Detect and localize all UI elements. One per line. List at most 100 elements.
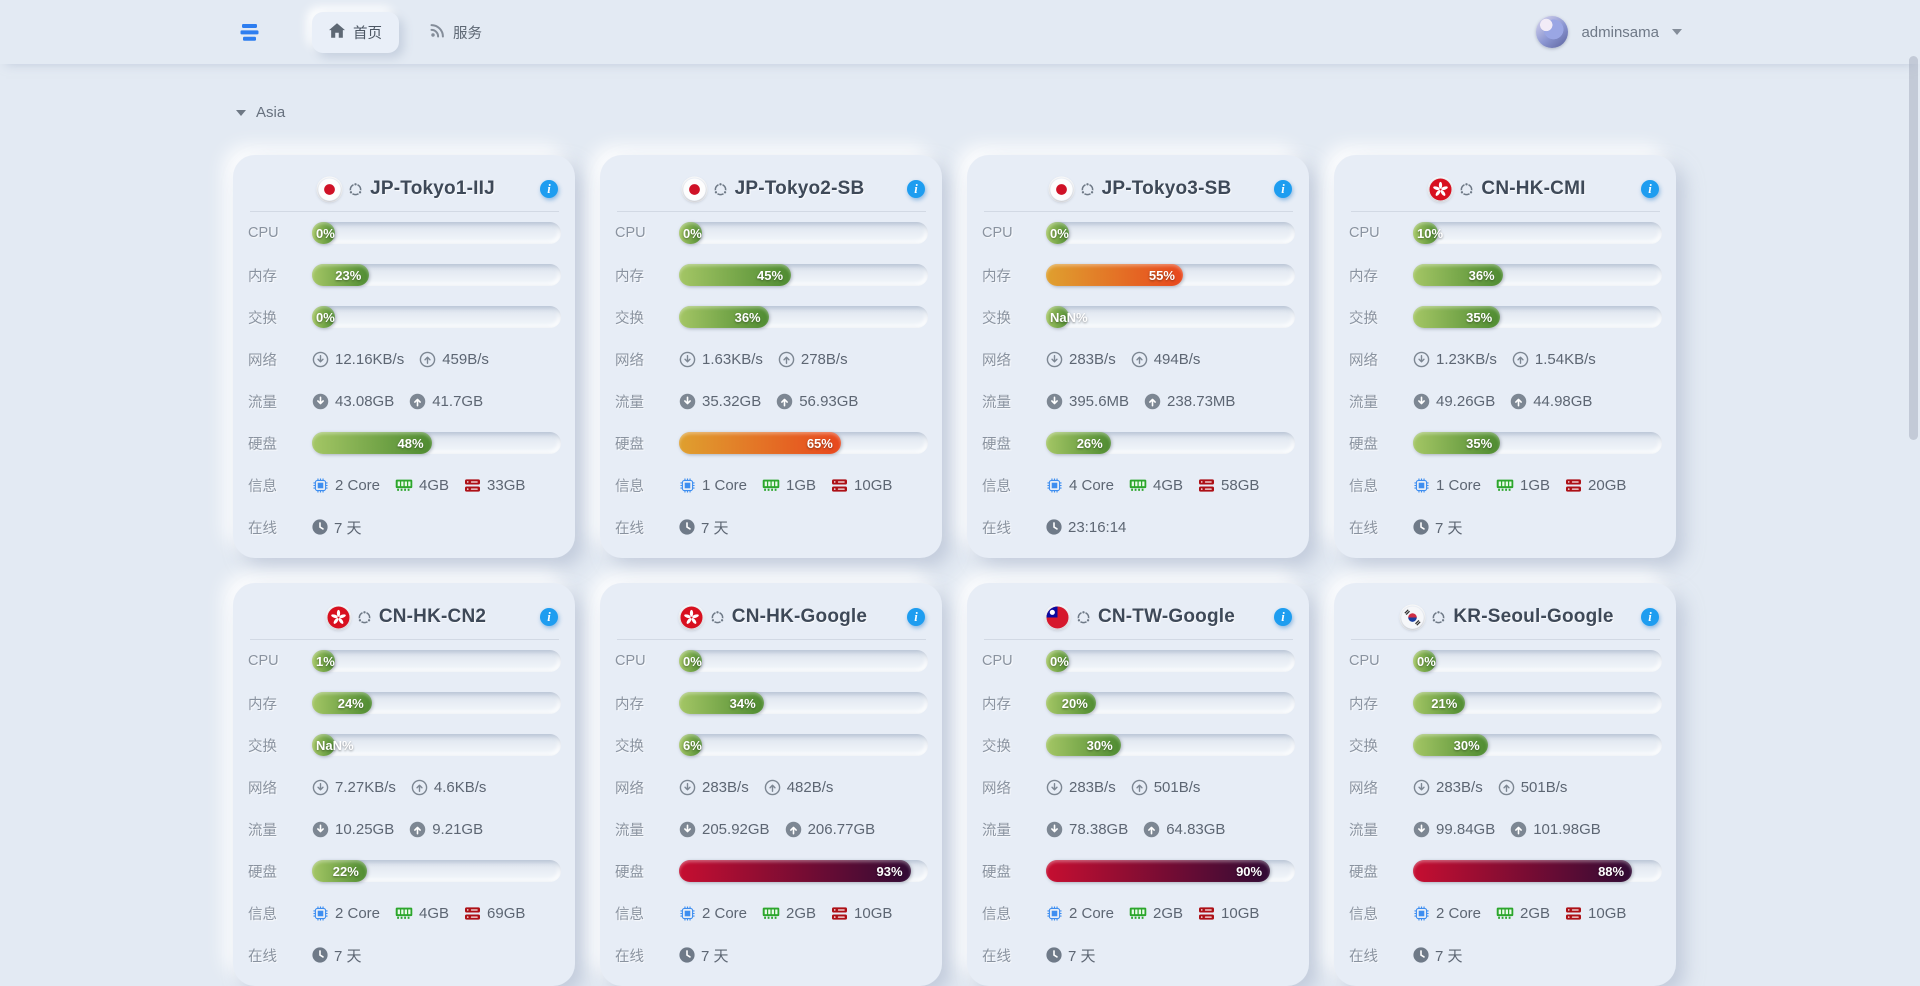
ram-value: 1GB — [1520, 476, 1551, 494]
traffic-up-value: 238.73MB — [1167, 392, 1236, 410]
memory-row-label: 内存 — [248, 268, 277, 285]
vertical-scrollbar[interactable] — [1909, 56, 1918, 440]
tab-home[interactable]: 首页 — [312, 11, 399, 53]
ram-value: 1GB — [786, 476, 817, 494]
memory-row: 内存 21% — [1349, 682, 1666, 724]
upload-circle-outline-icon — [1512, 351, 1529, 368]
disk-progressbar: 26% — [1046, 432, 1295, 454]
info-row-label: 信息 — [248, 906, 277, 923]
network-row-label: 网络 — [982, 780, 1011, 797]
server-card-header: CN-HK-CMI i — [1349, 167, 1666, 211]
info-row-label: 信息 — [615, 906, 644, 923]
network-row: 网络 283B/s 501B/s — [982, 766, 1299, 808]
nav-tabs: 首页 服务 — [312, 11, 499, 53]
network-row: 网络 12.16KB/s 459B/s — [248, 338, 565, 380]
ram-icon — [1129, 906, 1147, 920]
download-circle-outline-icon — [679, 351, 696, 368]
uptime-row: 在线 7 天 — [1349, 934, 1666, 976]
disk-progressbar: 22% — [312, 860, 561, 882]
cpu-row: CPU 1% — [248, 640, 565, 682]
uptime-value-wrap: 7 天 — [1046, 945, 1096, 966]
info-row: 信息 2 Core 4GB 69GB — [248, 892, 565, 934]
upload-circle-outline-icon — [419, 351, 436, 368]
info-icon[interactable]: i — [1641, 180, 1659, 198]
traffic-row-label: 流量 — [615, 394, 644, 411]
server-card-header: JP-Tokyo1-IIJ i — [248, 167, 565, 211]
uptime-row-label: 在线 — [248, 948, 277, 965]
os-icon — [1080, 181, 1095, 197]
network-down-value: 283B/s — [1436, 778, 1483, 796]
tab-services-label: 服务 — [453, 25, 482, 42]
network-down-value: 12.16KB/s — [335, 350, 405, 368]
traffic-values: 43.08GB 41.7GB — [312, 393, 483, 410]
hard-disk-icon — [1198, 906, 1215, 921]
info-row-label: 信息 — [615, 478, 644, 495]
info-icon[interactable]: i — [1274, 608, 1292, 626]
traffic-values: 10.25GB 9.21GB — [312, 821, 483, 838]
info-icon[interactable]: i — [540, 180, 558, 198]
network-values: 283B/s 501B/s — [1046, 779, 1200, 796]
cpu-progress-fill: 0% — [1046, 650, 1069, 672]
info-row-label: 信息 — [248, 478, 277, 495]
cpu-progressbar: 0% — [1046, 222, 1295, 244]
server-name: JP-Tokyo1-IIJ — [370, 178, 495, 199]
network-row: 网络 283B/s 482B/s — [615, 766, 932, 808]
ram-value: 4GB — [419, 476, 450, 494]
network-row-label: 网络 — [1349, 352, 1378, 369]
disk-percent-label: 93% — [876, 863, 903, 879]
uptime-row-label: 在线 — [982, 520, 1011, 537]
swap-row-label: 交换 — [248, 310, 277, 327]
network-values: 1.63KB/s 278B/s — [679, 351, 848, 368]
cores-value: 4 Core — [1069, 476, 1115, 494]
storage-value: 69GB — [487, 904, 526, 922]
ram-icon — [1496, 906, 1514, 920]
info-icon[interactable]: i — [907, 608, 925, 626]
cpu-chip-icon — [1413, 477, 1430, 494]
storage-value: 10GB — [1588, 904, 1627, 922]
network-down-value: 7.27KB/s — [335, 778, 396, 796]
memory-progressbar: 36% — [1413, 264, 1662, 286]
swap-percent-label: 0% — [316, 309, 335, 325]
info-icon[interactable]: i — [1641, 608, 1659, 626]
server-menu-icon[interactable] — [238, 22, 262, 42]
swap-percent-label: 30% — [1453, 737, 1480, 753]
storage-value: 58GB — [1221, 476, 1260, 494]
info-icon[interactable]: i — [540, 608, 558, 626]
card-divider — [1351, 211, 1660, 212]
memory-row: 内存 23% — [248, 254, 565, 296]
ram-value: 2GB — [786, 904, 817, 922]
tab-services[interactable]: 服务 — [413, 12, 499, 53]
memory-row: 内存 20% — [982, 682, 1299, 724]
network-row: 网络 283B/s 501B/s — [1349, 766, 1666, 808]
user-menu[interactable]: adminsama — [1536, 16, 1682, 48]
upload-circle-icon — [785, 821, 802, 838]
rss-icon — [430, 23, 445, 42]
section-header-asia[interactable]: Asia — [236, 104, 285, 121]
traffic-row: 流量 35.32GB 56.93GB — [615, 380, 932, 422]
uptime-value-wrap: 7 天 — [1413, 945, 1463, 966]
cpu-row-label: CPU — [1349, 225, 1380, 241]
flag-hk-icon — [327, 605, 350, 629]
info-row: 信息 1 Core 1GB 20GB — [1349, 464, 1666, 506]
ram-value: 2GB — [1153, 904, 1184, 922]
uptime-value: 7 天 — [1435, 947, 1463, 965]
traffic-down-value: 78.38GB — [1069, 820, 1129, 838]
info-icon[interactable]: i — [1274, 180, 1292, 198]
upload-circle-icon — [1143, 821, 1160, 838]
info-values: 2 Core 2GB 10GB — [1413, 905, 1626, 922]
cores-value: 2 Core — [335, 904, 381, 922]
os-icon — [713, 181, 728, 197]
flag-hk-icon — [1429, 177, 1452, 201]
upload-circle-outline-icon — [764, 779, 781, 796]
swap-progress-fill: 35% — [1413, 306, 1501, 328]
memory-progressbar: 55% — [1046, 264, 1295, 286]
traffic-values: 49.26GB 44.98GB — [1413, 393, 1592, 410]
user-name: adminsama — [1581, 23, 1659, 41]
server-name: CN-HK-CMI — [1481, 178, 1586, 199]
download-circle-outline-icon — [312, 779, 329, 796]
disk-percent-label: 48% — [397, 435, 424, 451]
traffic-down-value: 49.26GB — [1436, 392, 1496, 410]
info-icon[interactable]: i — [907, 180, 925, 198]
memory-progressbar: 23% — [312, 264, 561, 286]
uptime-row-label: 在线 — [615, 948, 644, 965]
